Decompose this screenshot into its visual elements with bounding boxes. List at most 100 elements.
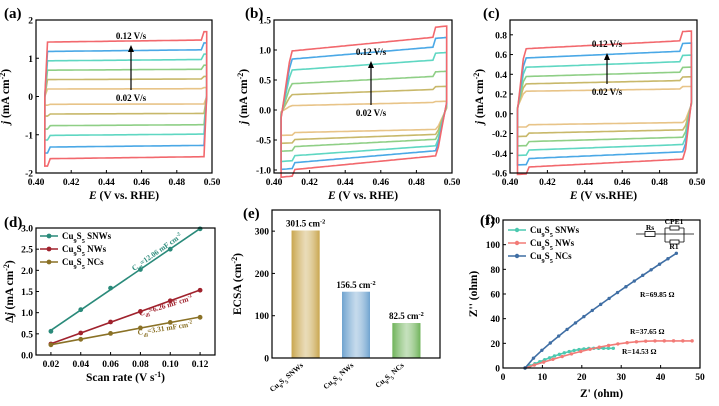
eis-point [607, 296, 611, 301]
eis-point [599, 302, 603, 307]
formula-sub: 5 [390, 375, 396, 382]
y-tick-label: 60 [491, 291, 501, 301]
x-tick-label: 0.42 [301, 178, 318, 188]
resistor-rs [644, 231, 656, 237]
x-tick-label: 0.48 [651, 178, 668, 188]
formula-tail: NCs [388, 361, 406, 378]
formula-sub: 5 [82, 238, 85, 245]
annotation-bottom: 0.02 V/s [116, 93, 147, 103]
eis-point [590, 308, 595, 313]
ann-sub: dl [145, 312, 151, 319]
data-point [108, 319, 113, 325]
eis-point [588, 347, 592, 351]
y-tick-label: 0 [495, 365, 500, 375]
data-point [197, 287, 203, 293]
y-axis-label-italic: j [474, 120, 486, 126]
y-axis-label-sup: -2 [2, 264, 11, 271]
ann-sym: C [130, 262, 140, 272]
y-tick-label: 0.0 [259, 107, 271, 117]
y-tick-label: 1 [28, 55, 33, 65]
x-tick-label: 0.42 [539, 178, 556, 188]
x-tick-label: 0.46 [614, 178, 631, 188]
fit-line [50, 227, 201, 331]
formula-mid: S [277, 376, 286, 386]
eis-point [653, 339, 657, 343]
arrow-head [368, 61, 374, 68]
y-tick-label: 3.0 [21, 225, 33, 235]
y-tick-label: 0.4 [495, 71, 507, 81]
e-frame [271, 209, 441, 359]
ann-text: =6.26 mF cm [147, 294, 190, 315]
y-axis-label: j (mA cm-2) [236, 69, 251, 126]
eis-point [657, 262, 662, 266]
eis-point [552, 354, 557, 358]
panel-label: (e) [243, 206, 260, 222]
formula-tail: SNWs [282, 361, 305, 382]
y-tick-label: -2 [25, 170, 33, 180]
formula-sub: 5 [284, 379, 290, 386]
data-point [138, 267, 143, 272]
eis-point [634, 340, 639, 344]
formula-sub: 5 [82, 264, 85, 271]
y-tick-label: 2 [28, 17, 33, 27]
panel-d: 0.02 0.04 0.06 0.08 0.10 0.12 0.0 0.5 1.0 1.5 2.0 2… [2, 215, 216, 384]
eis-point [551, 357, 555, 361]
formula-sub: 9 [385, 379, 391, 386]
annotation-top: 0.12 V/s [116, 31, 147, 41]
x-axis-label: E (V vs. RHE) [327, 190, 398, 202]
formula-base: Cu [62, 244, 74, 254]
resistance-annotation: R=69.85 Ω [640, 290, 674, 299]
y-tick-label: 2.0 [21, 267, 33, 277]
x-tick-label: 0.40 [28, 178, 45, 188]
formula-tail: SNWs [553, 225, 580, 235]
formula-sub: 9 [279, 383, 285, 390]
ann-text: =12.06 mF cm [138, 233, 181, 267]
eis-point [560, 354, 564, 359]
formula-base: Cu [530, 225, 542, 235]
formula-base: Cu [530, 251, 542, 261]
legend-marker [514, 227, 520, 233]
resistance-annotation: R=37.65 Ω [630, 327, 664, 336]
data-point [48, 328, 54, 334]
x-axis-label-sup: -1 [154, 370, 161, 379]
formula-sub: 5 [550, 245, 553, 252]
y-axis-label-rest: (mA cm [238, 79, 250, 121]
legend-marker [514, 240, 520, 246]
resistor-r1 [669, 239, 680, 245]
data-point [197, 314, 203, 320]
legend-marker [46, 233, 52, 239]
x-axis-label: Z' (ohm) [580, 388, 623, 400]
bar-value-text: 301.5 cm [286, 219, 320, 229]
y-axis-label-rest: (mA cm [4, 270, 16, 312]
eis-point [615, 290, 620, 295]
y-tick-label: 1.0 [259, 47, 271, 57]
fit-line [50, 289, 201, 345]
x-axis-label-text: Scan rate (V s [86, 372, 155, 384]
eis-point [611, 346, 616, 350]
ann-sup: -2 [187, 319, 193, 326]
formula-tail: NCs [85, 257, 104, 267]
data-point [108, 331, 113, 336]
formula-base: Cu [62, 257, 74, 267]
data-point [78, 336, 84, 342]
x-tick-label: 0.04 [72, 360, 89, 370]
y-axis-label: Δj (mA cm-2) [2, 260, 17, 323]
panel-c: 0.40 0.42 0.44 0.46 0.48 0.50 -0.6 -0.4 -0.2 0.0 0… [472, 6, 706, 202]
formula-sub: 5 [550, 232, 553, 239]
panel-label: (a) [4, 6, 22, 22]
panel-f: 0 10 20 30 40 50 0 20 40 60 80 100 120(f) Z' (ohm) Z''… [468, 213, 705, 400]
eis-point [579, 349, 583, 354]
annotation-top: 0.12 V/s [592, 39, 623, 49]
x-tick-label: 0.50 [444, 178, 461, 188]
formula-tail: NWs [85, 244, 107, 254]
arrow-head [604, 53, 610, 60]
eis-point [532, 363, 537, 367]
legend-marker [46, 246, 52, 252]
x-tick-label: 0.02 [43, 360, 60, 370]
data-point [167, 298, 173, 304]
resistance-annotation: R=14.53 Ω [622, 347, 656, 356]
eis-point [674, 251, 679, 255]
y-tick-label: 0.2 [495, 91, 507, 101]
x-axis-label-rest: (V vs. RHE) [97, 190, 160, 202]
y-axis-label-delta: Δ [4, 315, 16, 323]
